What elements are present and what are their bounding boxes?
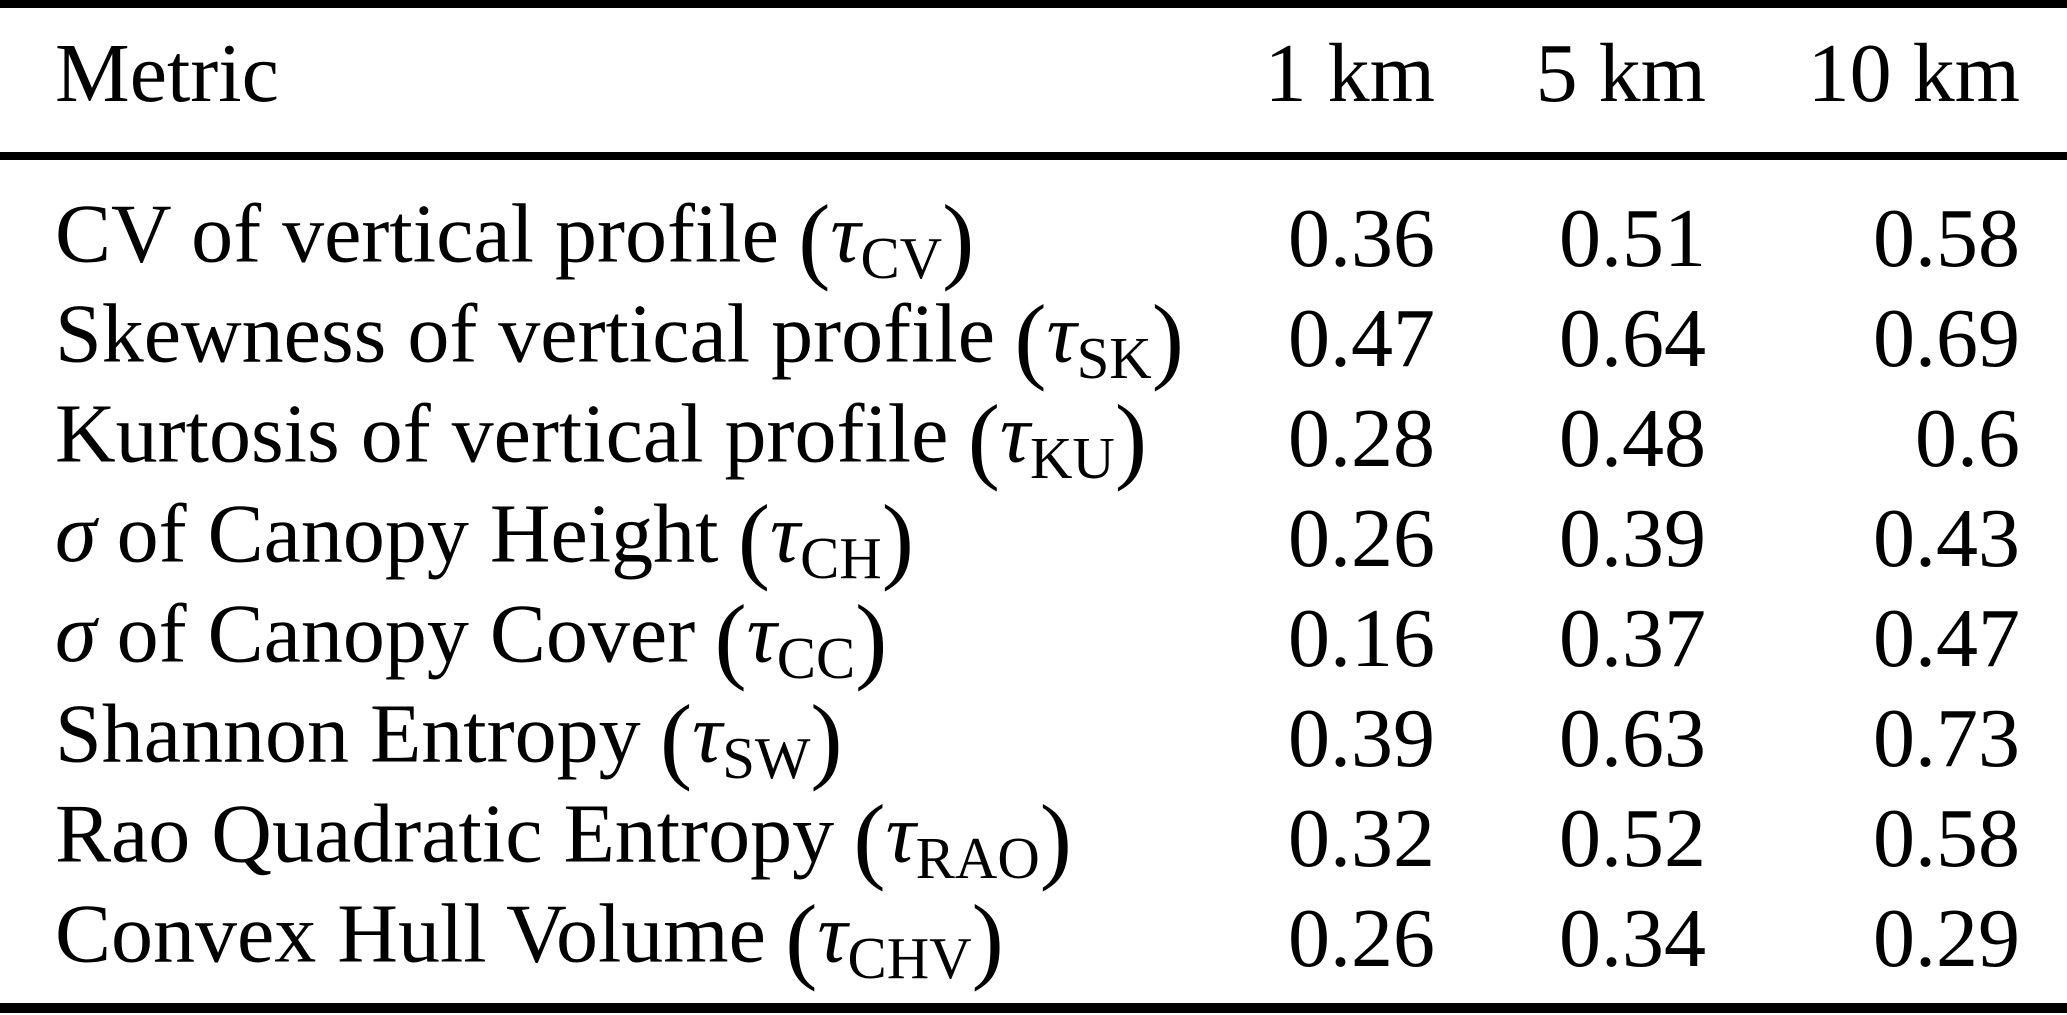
- table-body-top-spacer: [0, 160, 2067, 183]
- close-paren: ): [1039, 785, 1072, 892]
- value-1km: 0.28: [1288, 392, 1435, 485]
- metric-label: Kurtosis of vertical profile (τKU): [0, 383, 1147, 494]
- open-paren: (: [1014, 285, 1047, 392]
- table-row: Skewness of vertical profile (τSK) 0.47 0…: [0, 283, 2067, 392]
- tau-symbol: τ: [999, 387, 1030, 481]
- table-row: Kurtosis of vertical profile (τKU) 0.28 0…: [0, 383, 2067, 492]
- tau-symbol: τ: [692, 687, 723, 781]
- tau-subscript: CC: [776, 625, 856, 691]
- value-10km: 0.43: [1873, 492, 2020, 585]
- value-5km: 0.64: [1559, 292, 1706, 385]
- value-5km: 0.34: [1559, 892, 1706, 985]
- table-row: σ of Canopy Height (τCH) 0.26 0.39 0.43: [0, 483, 2067, 592]
- table-row: CV of vertical profile (τCV) 0.36 0.51 0.…: [0, 183, 2067, 292]
- value-5km: 0.37: [1559, 592, 1706, 685]
- value-10km: 0.73: [1873, 692, 2020, 785]
- value-10km: 0.47: [1873, 592, 2020, 685]
- table-row: Convex Hull Volume (τCHV) 0.26 0.34 0.29: [0, 883, 2067, 992]
- value-5km: 0.39: [1559, 492, 1706, 585]
- value-1km: 0.39: [1288, 692, 1435, 785]
- table-top-rule: [0, 0, 2067, 8]
- metric-label: σ of Canopy Cover (τCC): [0, 583, 1015, 694]
- column-header-5km: 5 km: [1535, 26, 1706, 120]
- value-10km: 0.6: [1915, 392, 2020, 485]
- metric-label: σ of Canopy Height (τCH): [0, 483, 1015, 594]
- open-paren: (: [853, 785, 886, 892]
- tau-symbol: τ: [885, 787, 916, 881]
- value-10km: 0.58: [1873, 792, 2020, 885]
- value-1km: 0.47: [1288, 292, 1435, 385]
- tau-subscript: CH: [800, 525, 882, 591]
- column-header-1km: 1 km: [1264, 26, 1435, 120]
- column-header-10km: 10 km: [1807, 26, 2020, 120]
- open-paren: (: [785, 885, 818, 992]
- value-1km: 0.26: [1288, 492, 1435, 585]
- value-5km: 0.51: [1559, 192, 1706, 285]
- sigma-symbol: σ: [55, 587, 97, 681]
- tau-symbol: τ: [830, 187, 861, 281]
- value-1km: 0.32: [1288, 792, 1435, 885]
- open-paren: (: [798, 185, 831, 292]
- tau-symbol: τ: [746, 587, 777, 681]
- tau-subscript: SW: [722, 725, 811, 791]
- metric-name: Skewness of vertical profile: [55, 287, 996, 381]
- value-5km: 0.63: [1559, 692, 1706, 785]
- metric-name: Rao Quadratic Entropy: [55, 787, 835, 881]
- value-10km: 0.29: [1873, 892, 2020, 985]
- tau-symbol: τ: [1046, 287, 1077, 381]
- open-paren: (: [967, 385, 1000, 492]
- sigma-symbol: σ: [55, 487, 97, 581]
- metric-name: of Canopy Height: [116, 487, 719, 581]
- tau-symbol: τ: [817, 887, 848, 981]
- open-paren: (: [714, 585, 747, 692]
- tau-subscript: SK: [1076, 325, 1152, 391]
- close-paren: ): [810, 685, 843, 792]
- metric-name: CV of vertical profile: [55, 187, 779, 281]
- metric-name: Shannon Entropy: [55, 687, 641, 781]
- column-header-metric: Metric: [55, 26, 279, 120]
- value-1km: 0.26: [1288, 892, 1435, 985]
- close-paren: ): [855, 585, 888, 692]
- open-paren: (: [737, 485, 770, 592]
- table-row: Rao Quadratic Entropy (τRAO) 0.32 0.52 0.…: [0, 783, 2067, 892]
- metric-name: Convex Hull Volume: [55, 887, 766, 981]
- table-row: σ of Canopy Cover (τCC) 0.16 0.37 0.47: [0, 583, 2067, 692]
- table-row: Shannon Entropy (τSW) 0.39 0.63 0.73: [0, 683, 2067, 792]
- value-5km: 0.48: [1559, 392, 1706, 485]
- metric-name: of Canopy Cover: [116, 587, 696, 681]
- value-1km: 0.16: [1288, 592, 1435, 685]
- metric-label: Shannon Entropy (τSW): [0, 683, 1015, 794]
- close-paren: ): [881, 485, 914, 592]
- tau-subscript: RAO: [915, 825, 1040, 891]
- close-paren: ): [1114, 385, 1148, 492]
- value-5km: 0.52: [1559, 792, 1706, 885]
- metric-name: Kurtosis of vertical profile: [55, 387, 949, 481]
- metric-label: Convex Hull Volume (τCHV): [0, 883, 1015, 994]
- value-1km: 0.36: [1288, 192, 1435, 285]
- metric-label: CV of vertical profile (τCV): [0, 183, 1015, 294]
- open-paren: (: [659, 685, 693, 792]
- value-10km: 0.58: [1873, 192, 2020, 285]
- tau-subscript: CHV: [847, 925, 972, 991]
- tau-symbol: τ: [769, 487, 801, 581]
- close-paren: ): [942, 185, 975, 292]
- value-10km: 0.69: [1873, 292, 2020, 385]
- tau-subscript: CV: [860, 225, 943, 291]
- table-mid-rule: [0, 152, 2067, 160]
- close-paren: ): [1151, 285, 1184, 392]
- tau-subscript: KU: [1029, 425, 1115, 491]
- table-bottom-rule: [0, 1003, 2067, 1013]
- metric-label: Skewness of vertical profile (τSK): [0, 283, 1184, 394]
- close-paren: ): [971, 885, 1004, 992]
- metric-label: Rao Quadratic Entropy (τRAO): [0, 783, 1072, 894]
- table-header-row: Metric 1 km 5 km 10 km: [0, 8, 2067, 152]
